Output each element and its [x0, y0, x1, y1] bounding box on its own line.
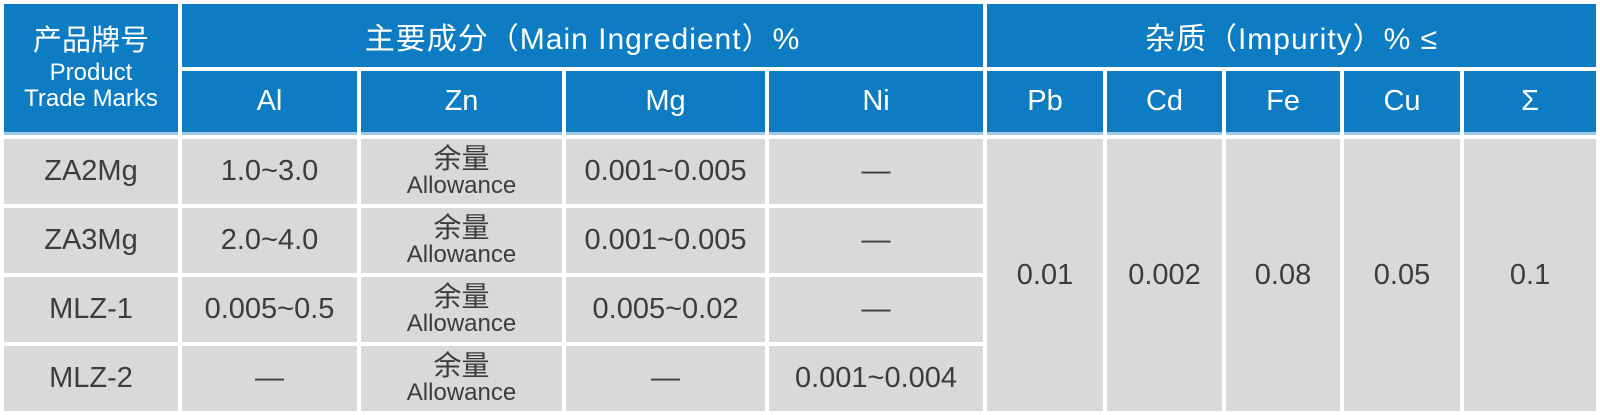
allowance-zh: 余量 [433, 142, 490, 174]
product-header-en-line1: Product [49, 58, 133, 86]
ni-value-cell: — [769, 277, 984, 342]
col-header-cu: Cu [1344, 71, 1461, 135]
al-value-cell: 2.0~4.0 [182, 208, 357, 273]
header-group-row: 产品牌号 Product Trade Marks 主要成分（Main Ingre… [4, 4, 1597, 135]
zn-value-cell: 余量 Allowance [361, 277, 562, 342]
product-name-cell: MLZ-2 [4, 346, 178, 411]
ni-value-cell: — [769, 139, 984, 204]
table-row-za2mg: ZA2Mg 1.0~3.0 余量 Allowance 0.001~0.005 —… [4, 139, 1597, 411]
fe-limit-cell: 0.08 [1226, 139, 1341, 411]
col-header-cd: Cd [1107, 71, 1223, 135]
impurity-group-label: 杂质（Impurity）% ≤ [1144, 22, 1439, 56]
allowance-zh: 余量 [433, 211, 490, 243]
mg-value-cell: 0.001~0.005 [566, 139, 765, 204]
header-subcolumn-row: Al Zn Mg Ni Pb Cd Fe Cu Σ [4, 71, 1597, 135]
zn-value-cell: 余量 Allowance [361, 139, 562, 204]
col-header-mg: Mg [566, 71, 765, 135]
zn-value-cell: 余量 Allowance [361, 208, 562, 273]
table-row-za3mg: ZA3Mg 2.0~4.0 余量 Allowance 0.001~0.005 — [4, 208, 1596, 273]
product-header-en-line2: Trade Marks [24, 85, 158, 113]
product-name-cell: ZA3Mg [4, 208, 178, 273]
product-trademarks-header-cell: 产品牌号 Product Trade Marks [4, 4, 178, 135]
mg-value-cell: 0.001~0.005 [566, 208, 765, 273]
table-row-mlz1: MLZ-1 0.005~0.5 余量 Allowance 0.005~0.02 … [4, 277, 1596, 342]
col-header-pb: Pb [987, 71, 1104, 135]
pb-limit-cell: 0.01 [987, 139, 1104, 411]
table-row-mlz2: MLZ-2 — 余量 Allowance — 0.001~0.004 [4, 346, 1596, 411]
product-name-cell: ZA2Mg [4, 139, 178, 204]
allowance-en: Allowance [406, 241, 517, 268]
sigma-limit-cell: 0.1 [1464, 139, 1597, 411]
ni-value-cell: 0.001~0.004 [769, 346, 984, 411]
allowance-zh: 余量 [433, 349, 490, 381]
ni-value-cell: — [769, 208, 984, 273]
al-value-cell: 1.0~3.0 [182, 139, 357, 204]
allowance-zh: 余量 [433, 280, 490, 312]
col-header-fe: Fe [1226, 71, 1341, 135]
mg-value-cell: 0.005~0.02 [566, 277, 765, 342]
mg-value-cell: — [566, 346, 765, 411]
col-header-al: Al [182, 71, 357, 135]
col-header-sigma: Σ [1464, 71, 1597, 135]
product-name-cell: MLZ-1 [4, 277, 178, 342]
product-header-zh: 产品牌号 [32, 25, 149, 58]
allowance-en: Allowance [406, 379, 517, 406]
cu-limit-cell: 0.05 [1344, 139, 1461, 411]
col-header-ni: Ni [769, 71, 984, 135]
cd-limit-cell: 0.002 [1107, 139, 1223, 411]
allowance-en: Allowance [406, 310, 517, 337]
impurity-group-header: 杂质（Impurity）% ≤ [987, 4, 1597, 67]
main-ingredient-group-header: 主要成分（Main Ingredient）% [182, 4, 984, 67]
zn-value-cell: 余量 Allowance [361, 346, 562, 411]
main-ingredient-group-label: 主要成分（Main Ingredient）% [364, 22, 801, 56]
al-value-cell: — [182, 346, 357, 411]
al-value-cell: 0.005~0.5 [182, 277, 357, 342]
allowance-en: Allowance [406, 172, 517, 199]
col-header-zn: Zn [361, 71, 562, 135]
